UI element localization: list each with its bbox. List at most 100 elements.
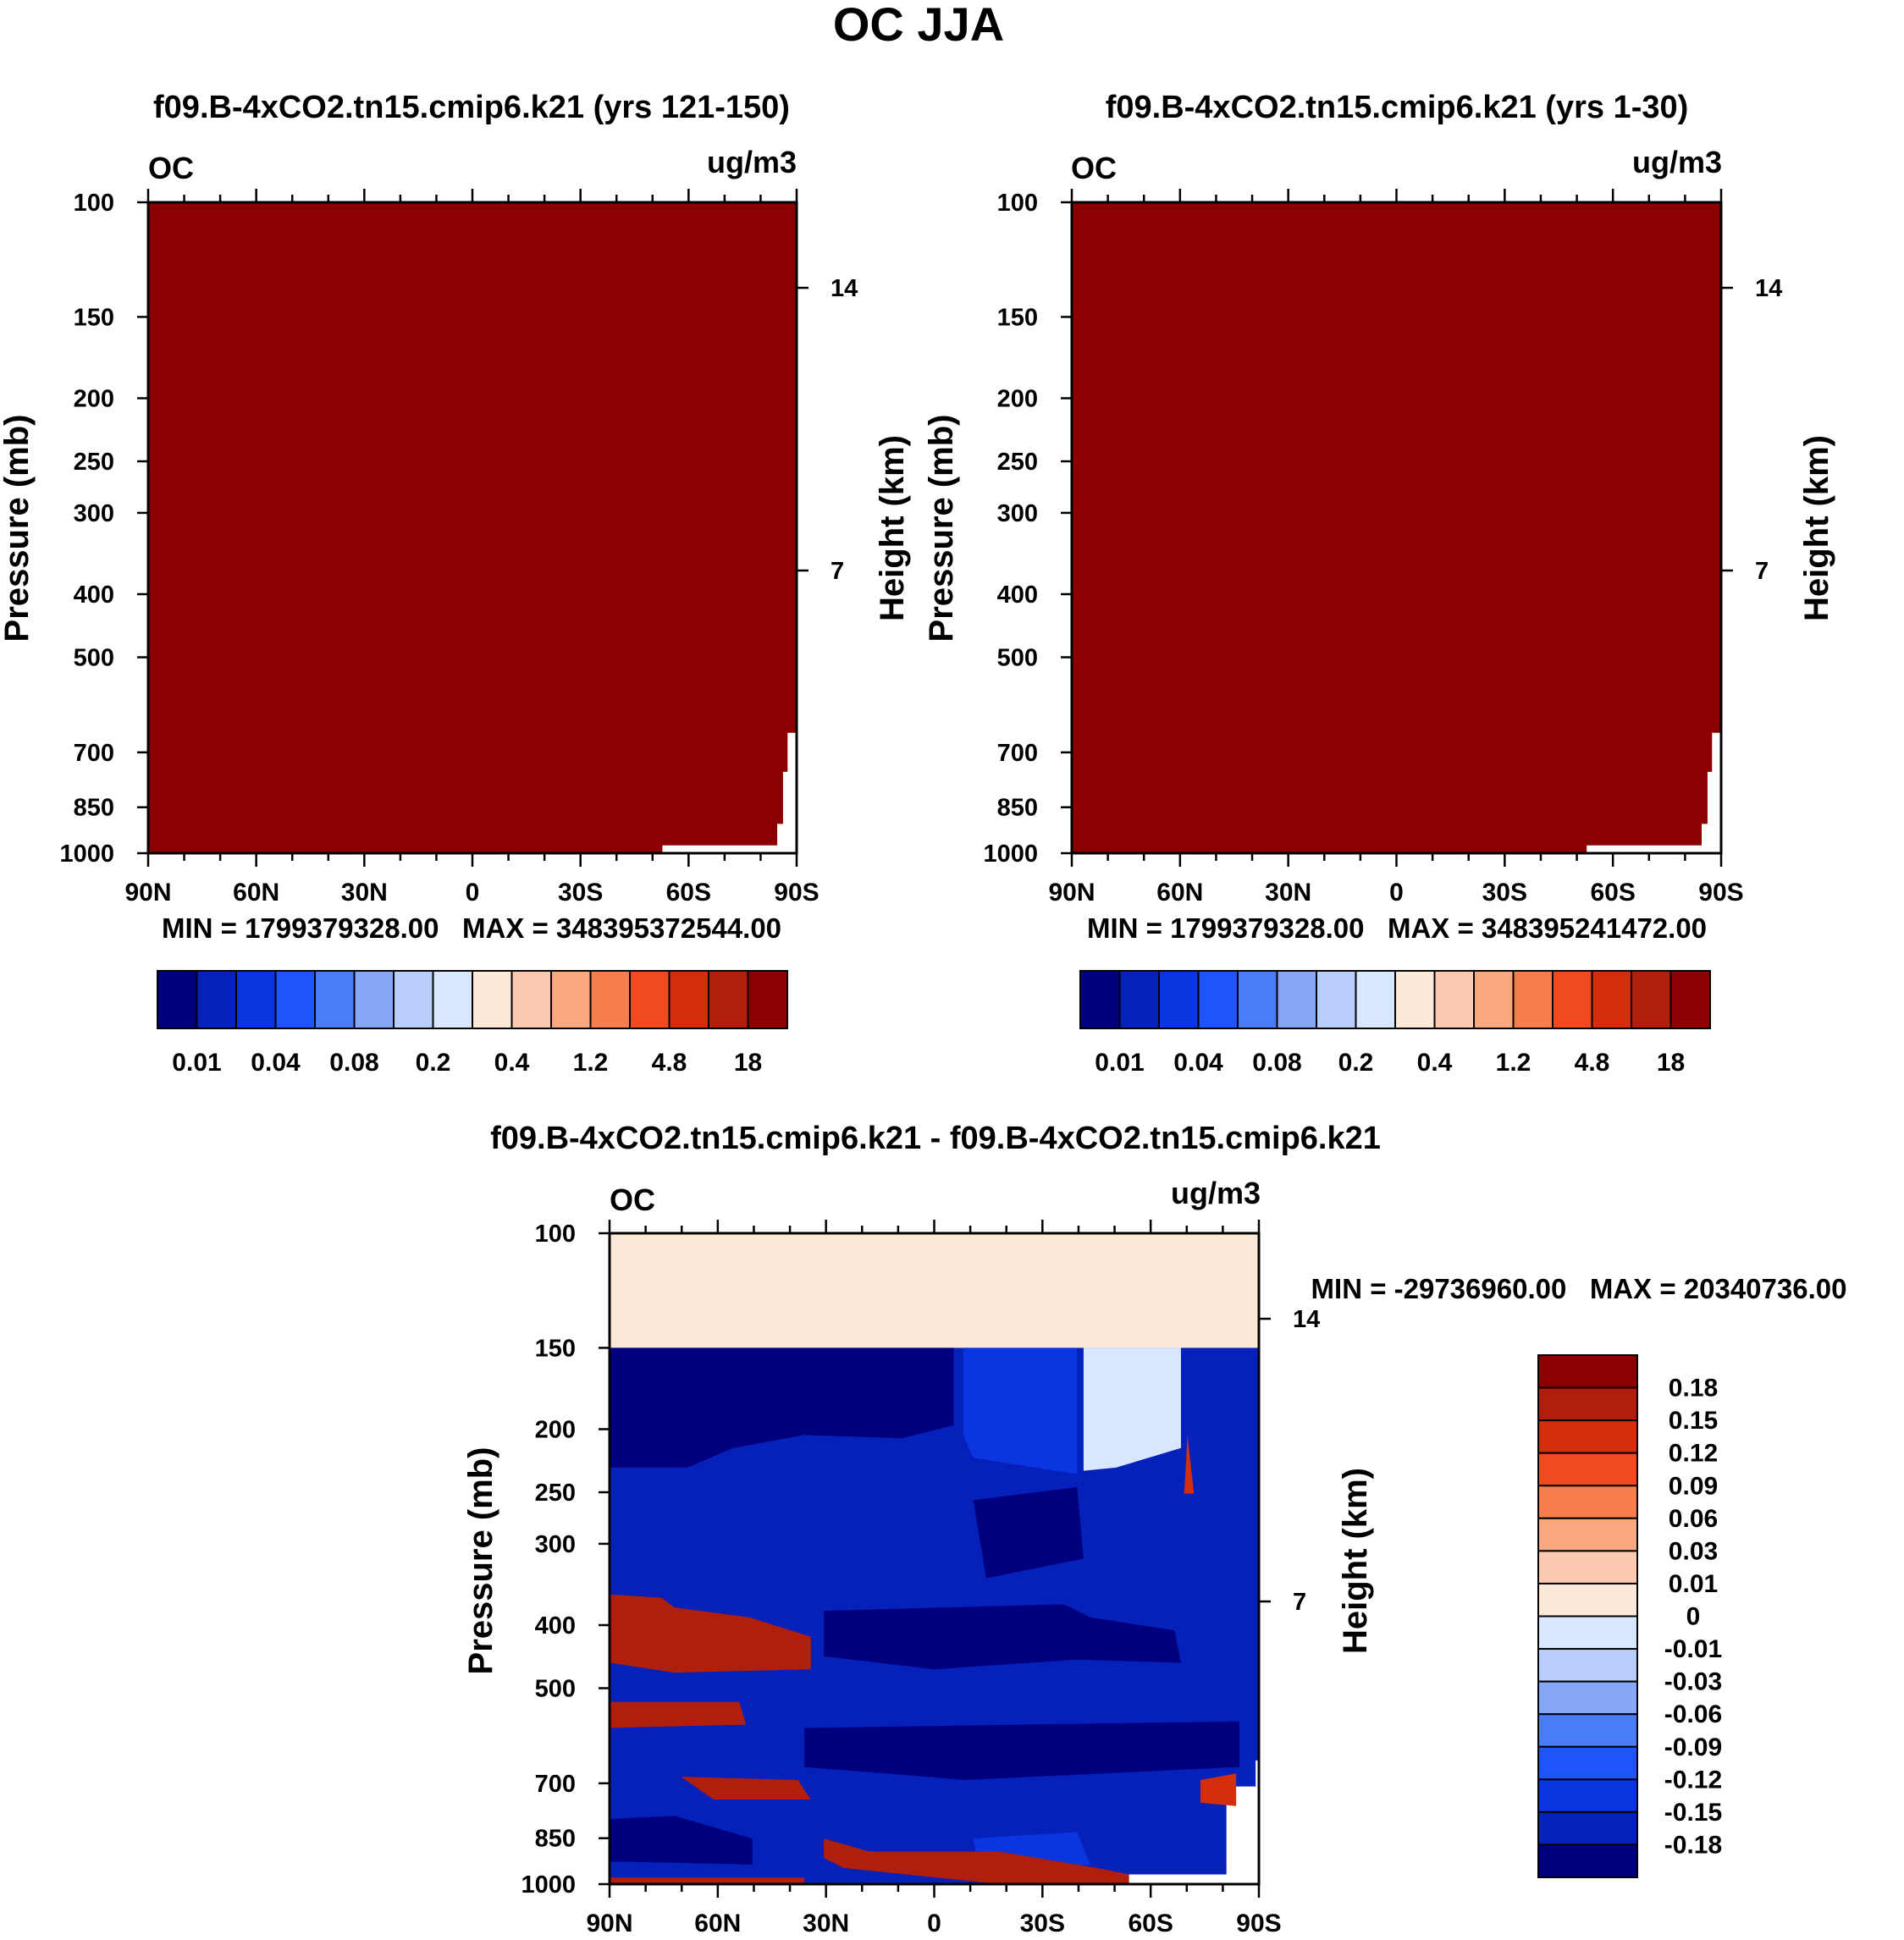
colorbar-box [393,970,434,1029]
contour-fill-0-to-0.01 [610,1233,1259,1348]
y-tick-label: 1000 [983,840,1038,868]
y-tick-label: 400 [74,581,114,609]
x-tick-label: 0 [1389,879,1404,907]
y-tick-label: 500 [74,645,114,672]
colorbar-label: 0.01 [172,1049,221,1077]
colorbar-box [1537,1745,1638,1781]
y-tick-label: 250 [535,1480,576,1507]
colorbar-box [1237,970,1278,1029]
panel-1-plot: 90N 60N 30N 0 30S 60S 90S 100 150 200 250 300 400 500… [59,189,858,907]
colorbar-label: 0.06 [1669,1505,1718,1533]
y2-tick-label: 14 [1755,275,1782,302]
x-tick-label: 90N [586,1910,632,1937]
colorbar-label: -0.01 [1664,1635,1722,1663]
panel-3: f09.B-4xCO2.tn15.cmip6.k21 - f09.B-4xCO2… [462,1121,1846,1937]
y2-tick-label: 14 [1293,1306,1320,1333]
missing-data-region [1102,1760,1259,1884]
panel-3-stats: MIN = -29736960.00 MAX = 20340736.00 [1311,1273,1847,1304]
y-tick-label: 250 [997,449,1038,476]
colorbar-box [668,970,709,1029]
colorbar-box [708,970,749,1029]
colorbar-box [1552,970,1593,1029]
colorbar-box [1537,1485,1638,1519]
x-tick-label: 60S [1128,1910,1173,1937]
colorbar-box [1669,970,1711,1029]
colorbar-box [1537,1615,1638,1651]
colorbar-box [1537,1844,1638,1878]
colorbar-label: 0.18 [1669,1375,1718,1403]
panel-1-units-label: ug/m3 [707,145,797,179]
y-tick-label: 200 [74,385,114,412]
x-tick-label: 30S [558,879,603,907]
colorbar-box [510,970,552,1029]
colorbar-label: -0.09 [1664,1733,1722,1761]
panel-1: f09.B-4xCO2.tn15.cmip6.k21 (yrs 121-150)… [0,90,911,1077]
panel-3-plot: 90N 60N 30N 0 30S 60S 90S 100 150 200 250 300 400 500… [521,1220,1320,1937]
colorbar-label: 0.4 [494,1049,530,1077]
y-tick-label: 100 [74,190,114,217]
colorbar-box [1631,970,1672,1029]
colorbar-box [1537,1517,1638,1552]
colorbar-box [432,970,473,1029]
panel-3-colorbar: 0.18 0.15 0.12 0.09 0.06 0.03 0.01 0 -0.01 -0.03 -… [1537,1354,1722,1878]
main-title: OC JJA [833,0,1004,51]
colorbar-box [1591,970,1632,1029]
panel-3-var-label: OC [610,1182,655,1217]
contour-fill-above-18 [148,202,797,853]
colorbar-label: 0.09 [1669,1472,1718,1500]
colorbar-label: 0.01 [1095,1049,1144,1077]
y-tick-label: 200 [997,385,1038,412]
y-tick-label: 1000 [521,1871,576,1899]
x-tick-label: 30S [1020,1910,1065,1937]
y-tick-label: 850 [74,795,114,822]
y2-tick-label: 14 [831,275,858,302]
colorbar-box [629,970,671,1029]
panel-2-colorbar: 0.01 0.04 0.08 0.2 0.4 1.2 4.8 18 [1079,970,1711,1077]
contour-fill-0.12-to-0.15 [1184,1435,1195,1494]
y-tick-label: 1000 [59,840,114,868]
y-tick-label: 250 [74,449,114,476]
panel-1-var-label: OC [148,151,194,185]
contour-fill-below-minus-0.18 [610,1816,753,1865]
y-tick-label: 850 [997,795,1038,822]
y-tick-label: 200 [535,1416,576,1443]
colorbar-box [157,970,198,1029]
colorbar-box [1394,970,1436,1029]
colorbar-box [1537,1419,1638,1454]
colorbar-label: 0.04 [251,1049,301,1077]
colorbar-box [1537,1550,1638,1585]
x-tick-label: 90S [1236,1910,1281,1937]
panel-1-y2-axis-title: Height (km) [874,435,911,621]
y-tick-label: 700 [535,1771,576,1798]
colorbar-box [1537,1354,1638,1389]
colorbar-box [314,970,356,1029]
y-tick-label: 850 [535,1826,576,1853]
contour-fill-0.15-to-0.18 [610,1701,747,1728]
colorbar-box [1316,970,1357,1029]
colorbar-label: 0.03 [1669,1537,1718,1565]
y-tick-label: 300 [997,500,1038,527]
colorbar-label: -0.12 [1664,1766,1722,1794]
panel-2-units-label: ug/m3 [1632,145,1722,179]
panel-1-y-axis-title: Pressure (mb) [0,415,36,642]
colorbar-box [1537,1778,1638,1813]
colorbar-label: 0.4 [1417,1049,1453,1077]
x-tick-label: 60S [666,879,711,907]
colorbar-box [1537,1648,1638,1683]
y-tick-label: 700 [74,740,114,767]
colorbar-box [1537,1810,1638,1846]
y-tick-label: 500 [535,1676,576,1703]
colorbar-box [353,970,395,1029]
x-tick-label: 30S [1482,879,1527,907]
x-tick-label: 90N [124,879,171,907]
y-tick-label: 300 [535,1531,576,1558]
x-tick-label: 90N [1048,879,1095,907]
colorbar-box [1355,970,1396,1029]
colorbar-label: 4.8 [652,1049,687,1077]
contour-fill-below-minus-0.18 [610,1348,954,1468]
y2-tick-label: 7 [1755,558,1769,585]
colorbar-label: 0 [1686,1603,1701,1631]
panel-2-plot: 90N 60N 30N 0 30S 60S 90S 100 150 200 250 300 400 500… [983,189,1782,907]
colorbar-label: 18 [1657,1049,1685,1077]
